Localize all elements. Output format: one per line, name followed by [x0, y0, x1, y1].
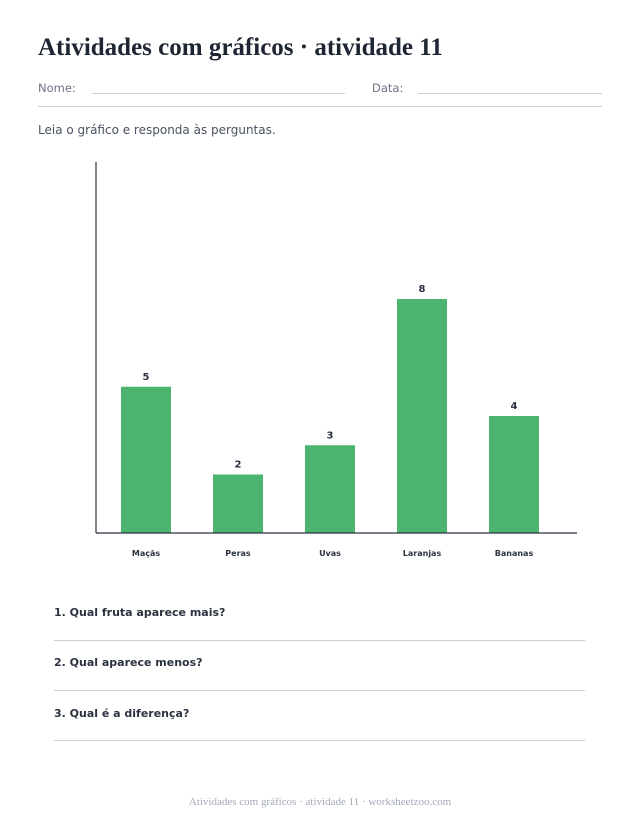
x-tick-label: Uvas: [319, 549, 341, 558]
bar-value-label: 5: [143, 372, 150, 383]
answer-line-1[interactable]: [54, 640, 585, 641]
name-label: Nome:: [38, 81, 76, 95]
bar-2: [213, 474, 263, 533]
question-3: 3. Qual é a diferença?: [54, 707, 190, 720]
footer-text: Atividades com gráficos · atividade 11 ·…: [188, 796, 452, 808]
header-divider: [38, 106, 602, 107]
worksheet-title: Atividades com gráficos · atividade 11: [38, 34, 443, 61]
x-tick-label: Laranjas: [403, 549, 442, 558]
bar-3: [305, 445, 355, 533]
x-tick-label: Maçãs: [132, 549, 161, 558]
bar-value-label: 4: [511, 401, 518, 412]
chart-marks: 5 Maçãs 2 Peras 3 Uvas 8 Laranjas 4 Bananas: [121, 284, 539, 558]
bar-4: [397, 299, 447, 533]
bar-5: [489, 416, 539, 533]
x-tick-label: Peras: [225, 549, 251, 558]
date-field-line: [418, 93, 602, 94]
bar-value-label: 8: [419, 284, 426, 295]
answer-line-2[interactable]: [54, 690, 585, 691]
question-2: 2. Qual aparece menos?: [54, 656, 203, 669]
bar-value-label: 3: [327, 430, 334, 441]
date-label: Data:: [372, 81, 404, 95]
question-1: 1. Qual fruta aparece mais?: [54, 606, 226, 619]
bar-1: [121, 386, 171, 533]
instruction-text: Leia o gráfico e responda às perguntas.: [38, 123, 276, 137]
name-field-line: [92, 93, 345, 94]
answer-line-3[interactable]: [54, 740, 585, 741]
x-tick-label: Bananas: [495, 549, 534, 558]
bar-value-label: 2: [235, 460, 242, 471]
